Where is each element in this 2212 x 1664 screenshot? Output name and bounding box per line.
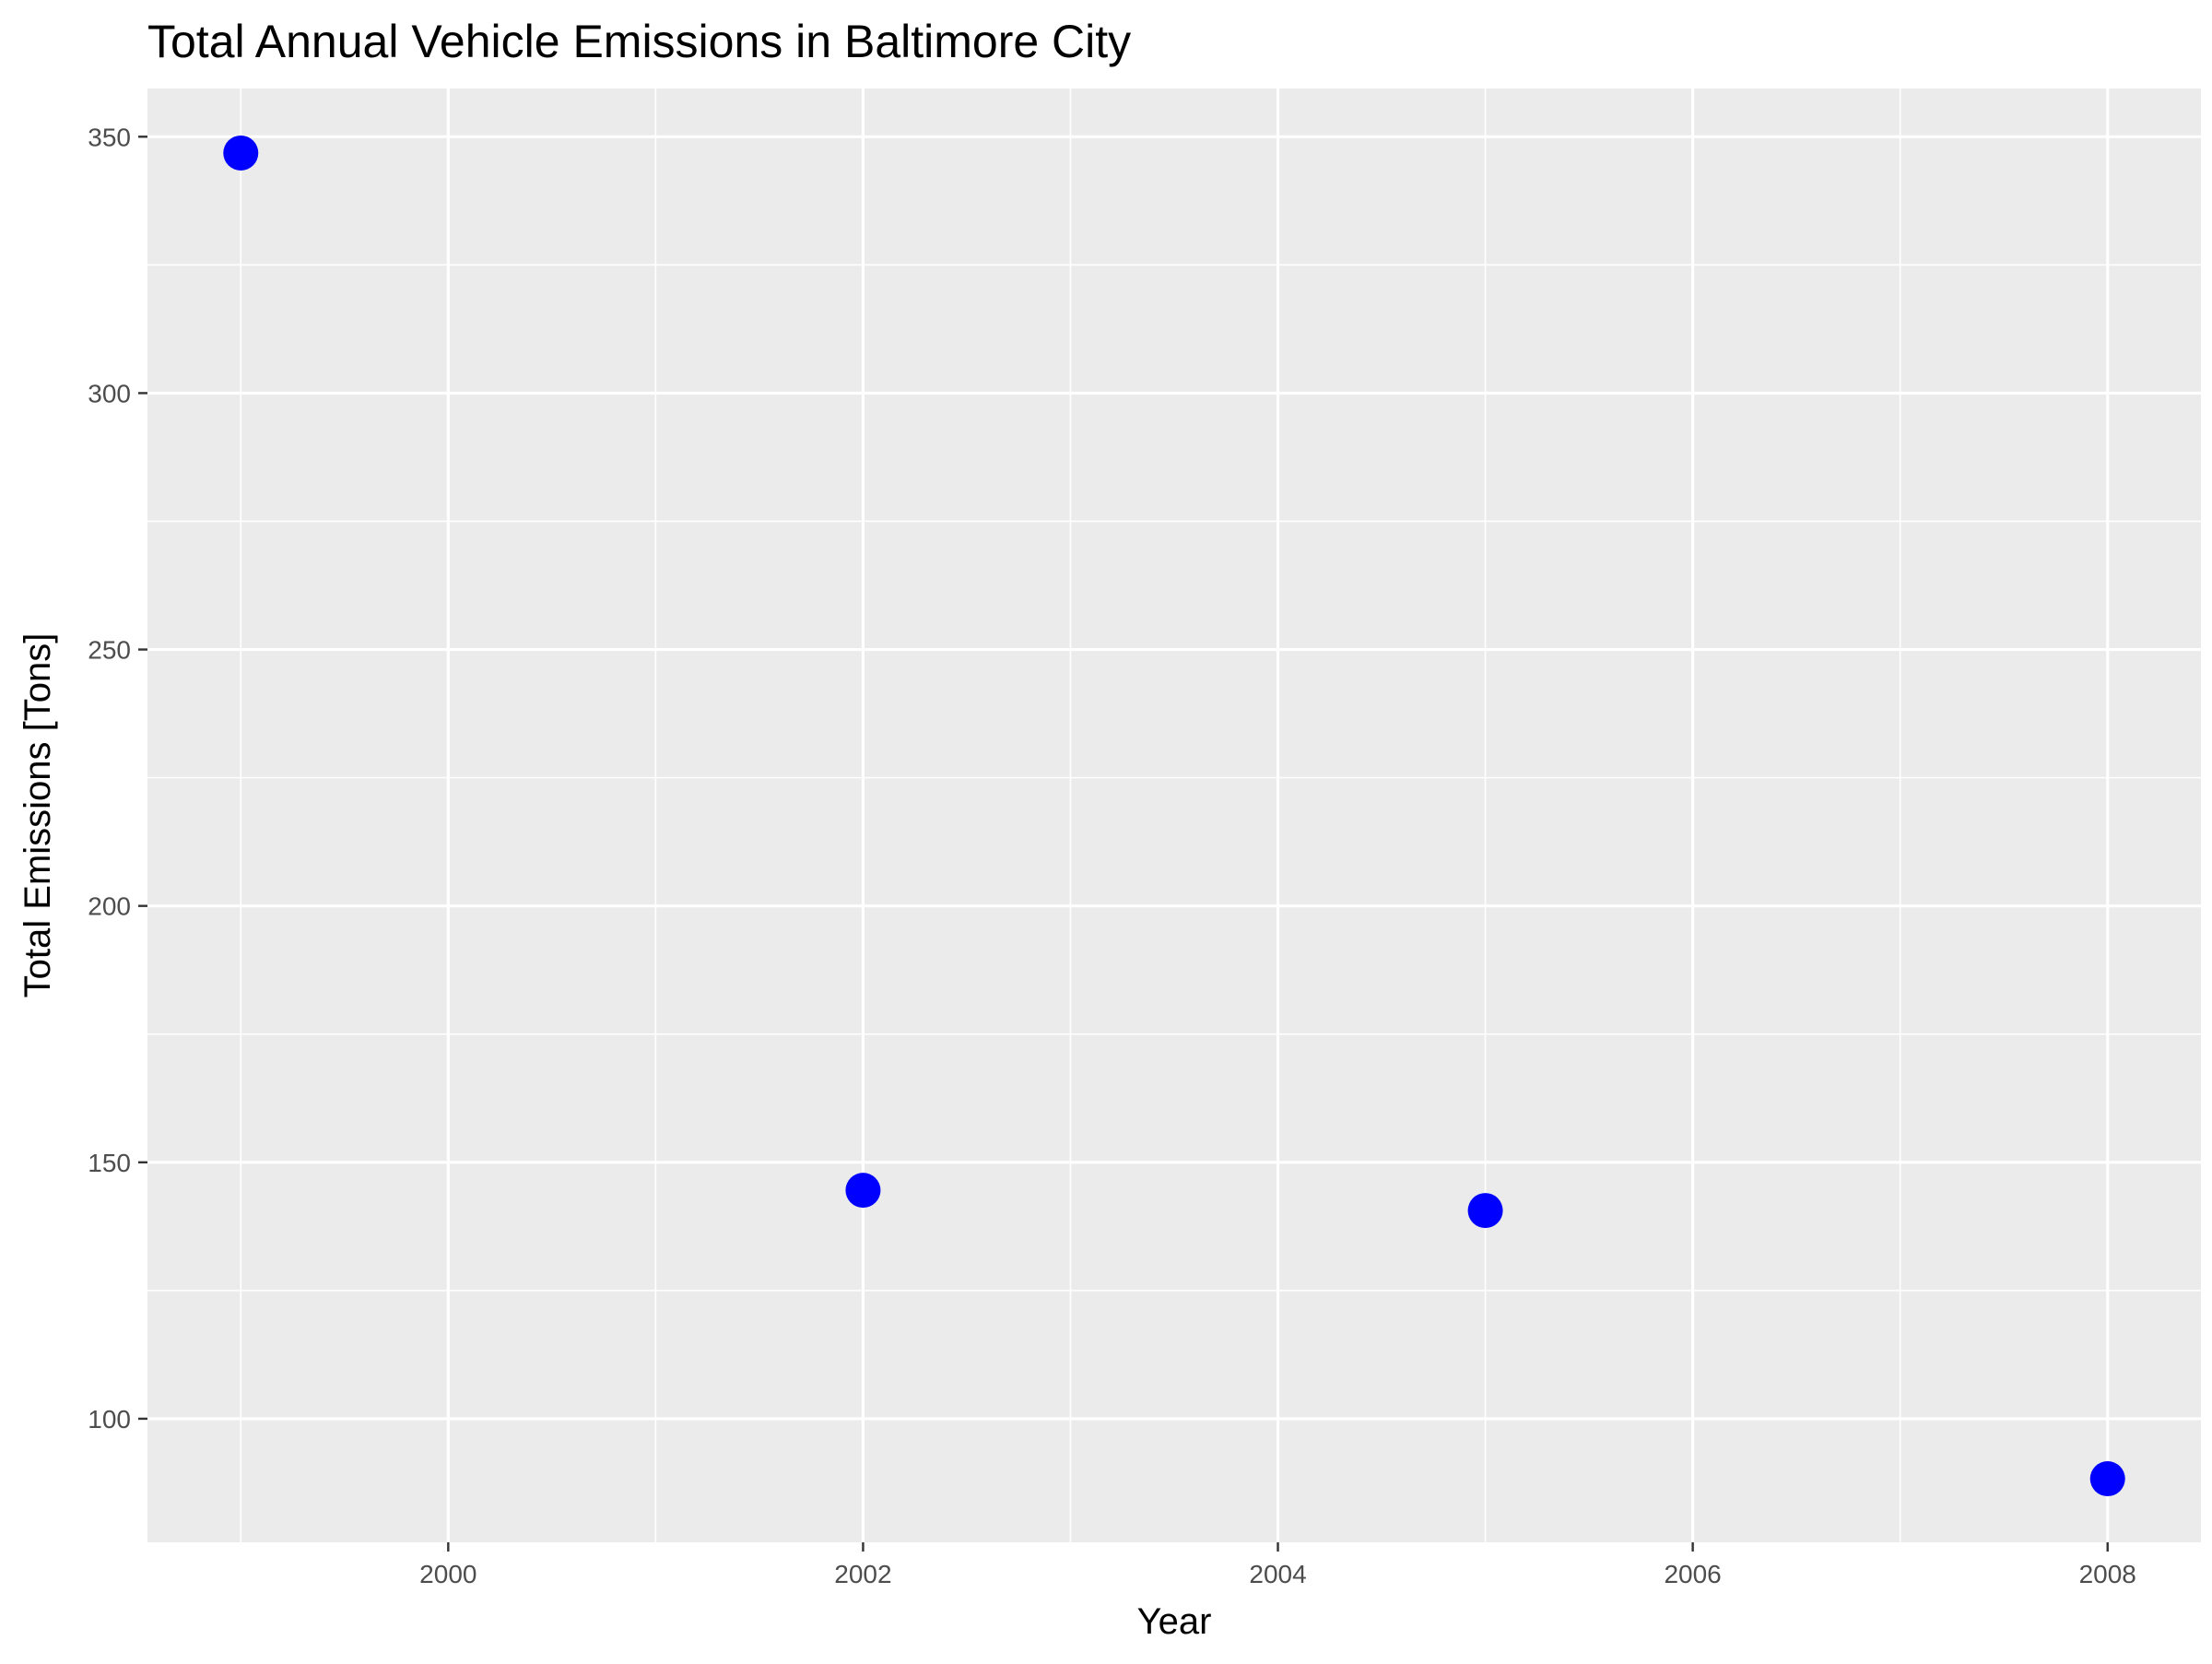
y-tick-label: 100: [88, 1405, 131, 1434]
x-axis-title: Year: [1137, 1601, 1212, 1642]
minor-grid: [147, 89, 2201, 1542]
plot-panel: [147, 89, 2201, 1542]
x-tick-label: 2002: [834, 1560, 891, 1588]
y-tick-label: 200: [88, 892, 131, 921]
data-point: [845, 1173, 881, 1209]
data-point: [1467, 1193, 1503, 1229]
x-tick-label: 2000: [419, 1560, 477, 1588]
data-point: [2089, 1461, 2125, 1497]
chart-title: Total Annual Vehicle Emissions in Baltim…: [147, 16, 1131, 67]
y-tick-label: 150: [88, 1149, 131, 1177]
major-grid: [147, 89, 2201, 1542]
x-tick-label: 2004: [1249, 1560, 1306, 1588]
y-tick-label: 350: [88, 123, 131, 151]
data-points: [223, 135, 2125, 1497]
data-point: [223, 135, 259, 171]
y-tick-label: 250: [88, 636, 131, 665]
x-tick-label: 2008: [2079, 1560, 2136, 1588]
y-axis: 100 150 200 250 300 350: [88, 123, 147, 1434]
x-axis: 2000 2002 2004 2006 2008: [419, 1542, 2136, 1588]
y-tick-label: 300: [88, 379, 131, 407]
y-axis-title: Total Emissions [Tons]: [18, 633, 58, 998]
x-tick-label: 2006: [1664, 1560, 1721, 1588]
